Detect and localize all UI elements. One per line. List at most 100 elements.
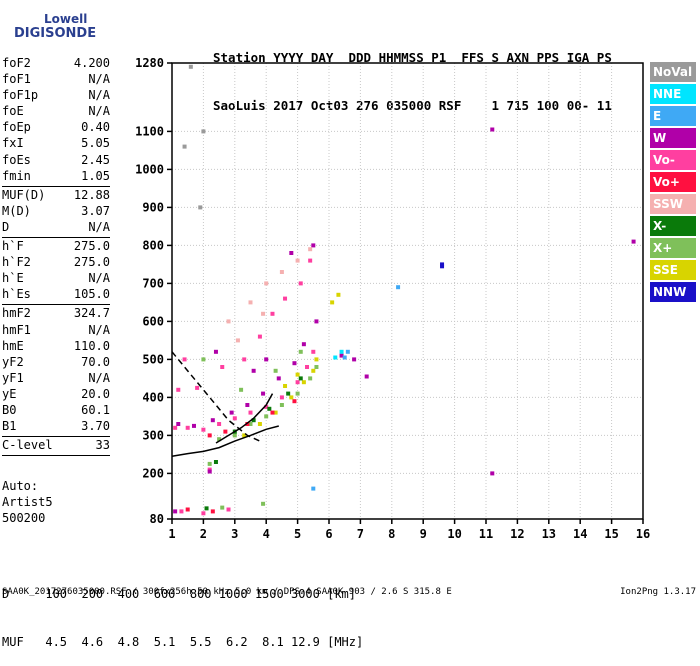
x-tick-label: 15 <box>604 527 618 541</box>
data-point <box>210 509 215 514</box>
data-point <box>195 385 200 390</box>
footer-version: Ion2Png 1.3.17 <box>620 587 696 597</box>
autoscaling-info: Auto: Artist5 500200 <box>2 478 53 526</box>
param-row: D N/A <box>2 220 110 236</box>
data-point <box>257 334 262 339</box>
data-point <box>308 376 313 381</box>
data-point <box>273 410 278 415</box>
param-name: foF1 <box>2 72 31 87</box>
data-point <box>248 300 253 305</box>
data-point <box>342 355 347 360</box>
param-value: 3.70 <box>81 419 110 434</box>
param-name: M(D) <box>2 203 31 218</box>
auto-version: 500200 <box>2 511 46 525</box>
param-value: 3.07 <box>81 203 110 218</box>
data-point <box>204 506 209 511</box>
data-point <box>185 507 190 512</box>
data-point <box>182 357 187 362</box>
x-tick-label: 3 <box>231 527 238 541</box>
data-point <box>352 357 357 362</box>
data-point <box>257 422 262 426</box>
param-value: N/A <box>88 271 110 286</box>
data-point <box>173 509 178 514</box>
param-value: 12.88 <box>73 187 110 202</box>
data-point <box>217 437 222 442</box>
param-name: yE <box>2 386 17 401</box>
param-row: M(D) 3.07 <box>2 204 110 220</box>
data-point <box>226 507 231 512</box>
data-point <box>176 422 181 426</box>
polarization-legend: NoVal NNE E W Vo- Vo+ SSW X- X+ SSE NNW <box>650 62 696 304</box>
digisonde-logo: Lowell DIGISONDE <box>4 4 96 52</box>
param-name: yF1 <box>2 370 24 385</box>
legend-item-x: X+ <box>650 238 696 258</box>
auto-label: Auto: <box>2 479 39 493</box>
data-point <box>314 357 319 362</box>
data-point <box>198 205 203 210</box>
data-point <box>333 355 338 360</box>
param-row: B0 60.1 <box>2 403 110 419</box>
params-divider <box>2 237 110 239</box>
y-tick-label: 700 <box>142 276 164 290</box>
data-point <box>292 361 297 366</box>
data-point <box>232 433 237 438</box>
footer-file-info: SAA0K_2017276035000.RSF / 300fx256h 50 k… <box>2 587 452 597</box>
legend-item-noval: NoVal <box>650 62 696 82</box>
x-tick-label: 6 <box>325 527 332 541</box>
data-point <box>279 403 284 407</box>
data-point <box>226 319 231 324</box>
data-point <box>232 416 237 421</box>
param-row: h`E N/A <box>2 271 110 287</box>
x-tick-label: 12 <box>510 527 524 541</box>
data-point <box>242 357 247 362</box>
data-point <box>276 376 281 381</box>
param-row: fmin 1.05 <box>2 169 110 185</box>
y-tick-label: 80 <box>150 512 164 526</box>
param-name: D <box>2 219 10 234</box>
y-tick-label: 1100 <box>135 124 164 138</box>
data-point <box>298 376 303 381</box>
param-value: 5.05 <box>81 136 110 151</box>
data-point <box>223 429 228 434</box>
data-point <box>251 418 256 423</box>
data-point <box>295 372 300 377</box>
param-row: foF2 4.200 <box>2 56 110 72</box>
header-row-values: SaoLuis 2017 Oct03 276 035000 RSF 1 715 … <box>213 98 612 113</box>
param-name: foEp <box>2 120 31 135</box>
distance-row: D 100 200 400 600 800 1000 1500 3000 [km… <box>2 587 357 601</box>
data-point <box>273 368 278 373</box>
scaled-parameters-panel: foF2 4.200 foF1 N/A foF1p N/A foE N/A foEp 0.40 fx… <box>2 56 110 457</box>
data-point <box>279 270 284 274</box>
x-tick-label: 2 <box>200 527 207 541</box>
header-row-labels: Station YYYY DAY DDD HHMMSS P1 FFS S AXN… <box>213 50 612 65</box>
param-name: B1 <box>2 419 17 434</box>
x-tick-label: 8 <box>388 527 395 541</box>
x-tick-label: 11 <box>479 527 493 541</box>
param-value: N/A <box>88 322 110 337</box>
param-name: hmE <box>2 338 24 353</box>
data-point <box>248 422 253 426</box>
auto-program: Artist5 <box>2 495 53 509</box>
param-value: 324.7 <box>73 306 110 321</box>
data-point <box>239 387 244 392</box>
param-value: N/A <box>88 219 110 234</box>
param-row: h`F 275.0 <box>2 239 110 255</box>
data-point <box>292 399 297 404</box>
data-point <box>345 349 350 354</box>
data-point <box>298 349 303 354</box>
data-point <box>207 469 212 474</box>
ionogram-chart: 1 2 3 4 5 6 7 8 9 10 11 12 13 14 15 1680200300400500600… <box>135 56 650 541</box>
param-value: 275.0 <box>73 239 110 254</box>
data-point <box>283 296 288 301</box>
param-row: foEp 0.40 <box>2 120 110 136</box>
x-tick-label: 4 <box>263 527 270 541</box>
params-divider <box>2 455 110 457</box>
x-tick-label: 16 <box>636 527 650 541</box>
x-tick-label: 5 <box>294 527 301 541</box>
x-tick-label: 13 <box>542 527 556 541</box>
data-point <box>396 285 401 290</box>
param-row: hmF1 N/A <box>2 323 110 339</box>
muf-row: MUF 4.5 4.6 4.8 5.1 5.5 6.2 8.1 12.9 [MH… <box>2 635 364 649</box>
data-point <box>248 410 253 415</box>
legend-item-ssw: SSW <box>650 194 696 214</box>
